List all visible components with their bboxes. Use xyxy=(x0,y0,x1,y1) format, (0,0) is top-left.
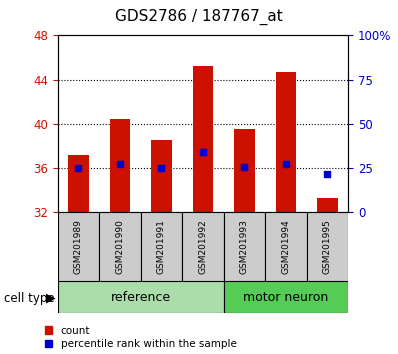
FancyBboxPatch shape xyxy=(58,212,99,281)
Bar xyxy=(276,72,297,212)
Bar xyxy=(193,66,213,212)
Text: motor neuron: motor neuron xyxy=(243,291,329,304)
Bar xyxy=(234,130,255,212)
Point xyxy=(200,149,206,154)
Text: GSM201993: GSM201993 xyxy=(240,219,249,274)
FancyBboxPatch shape xyxy=(224,281,348,313)
Point xyxy=(283,161,289,167)
FancyBboxPatch shape xyxy=(307,212,348,281)
Bar xyxy=(151,141,172,212)
Point xyxy=(117,161,123,167)
Text: GSM201989: GSM201989 xyxy=(74,219,83,274)
FancyBboxPatch shape xyxy=(182,212,224,281)
Text: GSM201990: GSM201990 xyxy=(115,219,125,274)
Text: cell type: cell type xyxy=(4,292,55,304)
Text: reference: reference xyxy=(111,291,171,304)
Point xyxy=(158,165,165,171)
Point xyxy=(324,171,331,177)
Text: GSM201995: GSM201995 xyxy=(323,219,332,274)
Text: GDS2786 / 187767_at: GDS2786 / 187767_at xyxy=(115,9,283,25)
Text: GSM201994: GSM201994 xyxy=(281,219,291,274)
Bar xyxy=(68,155,89,212)
FancyBboxPatch shape xyxy=(99,212,141,281)
Point xyxy=(241,164,248,170)
FancyBboxPatch shape xyxy=(58,281,224,313)
FancyBboxPatch shape xyxy=(224,212,265,281)
Bar xyxy=(317,198,338,212)
Bar xyxy=(109,120,131,212)
Text: ▶: ▶ xyxy=(46,292,56,304)
Legend: count, percentile rank within the sample: count, percentile rank within the sample xyxy=(45,326,236,349)
Text: GSM201991: GSM201991 xyxy=(157,219,166,274)
FancyBboxPatch shape xyxy=(141,212,182,281)
FancyBboxPatch shape xyxy=(265,212,307,281)
Text: GSM201992: GSM201992 xyxy=(199,219,207,274)
Point xyxy=(75,165,82,171)
